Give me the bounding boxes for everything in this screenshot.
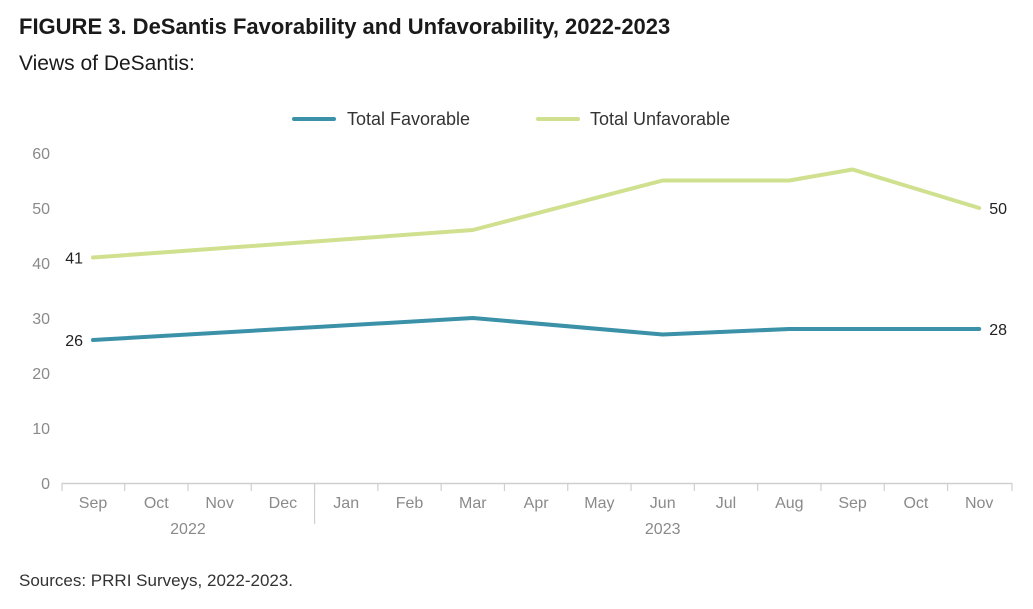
x-tick-label: May (584, 495, 614, 512)
x-axis: Sep Oct Nov Dec Jan Feb Mar Apr May Jun Jul Aug Sep O… (61, 482, 1013, 538)
x-tick-label: Oct (903, 495, 928, 512)
y-tick-label: 40 (32, 256, 50, 273)
legend-label-unfavorable: Total Unfavorable (590, 109, 730, 129)
x-tick-label: Jun (650, 495, 676, 512)
data-label-end: 50 (989, 201, 1007, 218)
x-tick-label: Apr (524, 495, 550, 512)
data-label-start: 41 (65, 251, 83, 268)
x-tick-label: Nov (205, 495, 233, 512)
data-label-end: 28 (989, 322, 1007, 339)
x-tick-label: Nov (965, 495, 993, 512)
year-label: 2023 (645, 521, 681, 538)
year-label: 2022 (170, 521, 206, 538)
x-tick-label: Sep (79, 495, 108, 512)
x-tick-label: Dec (269, 495, 297, 512)
y-tick-label: 50 (32, 201, 50, 218)
figure-subtitle: Views of DeSantis: (19, 52, 195, 75)
data-labels: 26 28 41 50 (65, 201, 1007, 350)
y-axis-ticks: 0 10 20 30 40 50 60 (32, 146, 50, 493)
x-tick-label: Jul (716, 495, 736, 512)
y-tick-label: 0 (41, 476, 50, 493)
x-tick-label: Aug (775, 495, 803, 512)
data-label-start: 26 (65, 333, 83, 350)
x-tick-label: Feb (396, 495, 424, 512)
x-tick-label: Sep (838, 495, 867, 512)
x-tick-label: Mar (459, 495, 487, 512)
y-tick-label: 60 (32, 146, 50, 163)
series-lines (91, 167, 982, 342)
series-line-unfavorable (91, 167, 982, 260)
y-tick-label: 20 (32, 366, 50, 383)
x-tick-label: Jan (333, 495, 359, 512)
y-tick-label: 30 (32, 311, 50, 328)
series-line-favorable (91, 316, 982, 342)
figure-title: FIGURE 3. DeSantis Favorability and Unfa… (19, 14, 671, 39)
x-tick-label: Oct (144, 495, 169, 512)
legend-label-favorable: Total Favorable (347, 109, 470, 129)
sources-note: Sources: PRRI Surveys, 2022-2023. (19, 571, 294, 590)
legend: Total Favorable Total Unfavorable (292, 109, 730, 129)
y-tick-label: 10 (32, 421, 50, 438)
